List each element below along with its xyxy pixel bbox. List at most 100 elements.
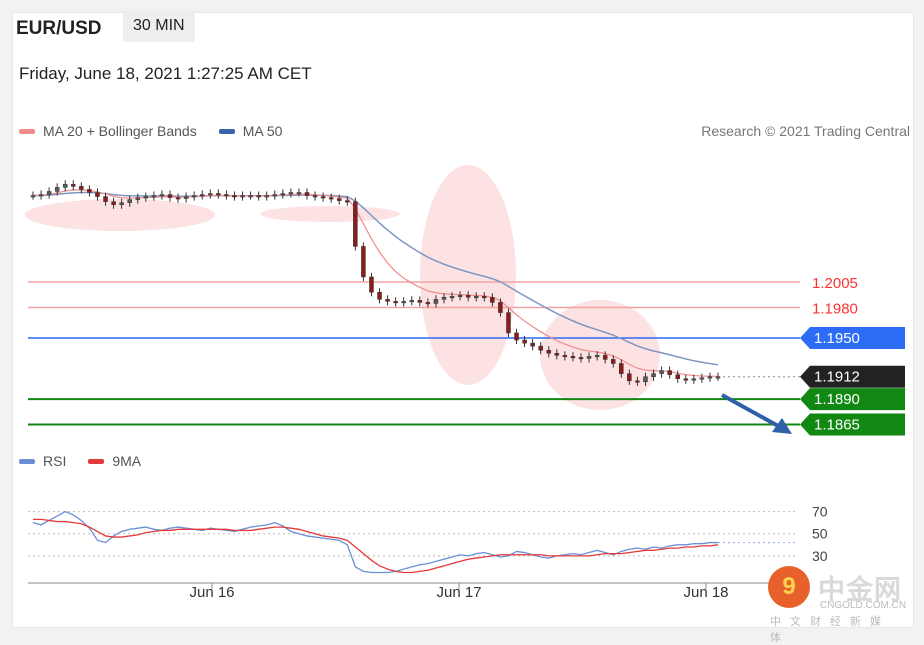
candle-body-61 xyxy=(522,339,527,344)
candle-body-15 xyxy=(151,195,157,198)
ma50-swatch xyxy=(218,128,235,134)
candle-body-4 xyxy=(62,184,68,188)
candle-body-73 xyxy=(619,363,624,374)
candle-body-48 xyxy=(417,300,423,303)
watermark-url: CNGOLD.COM.CN xyxy=(820,600,907,611)
x-label-jun16: Jun 16 xyxy=(189,584,235,601)
candle-body-14 xyxy=(143,196,149,199)
candle-body-49 xyxy=(425,302,431,305)
candle-body-47 xyxy=(409,300,415,303)
candle-body-82 xyxy=(691,378,697,381)
candle-body-67 xyxy=(570,356,576,359)
level-label-1.1950: 1.1950 xyxy=(814,330,860,347)
candle-body-0 xyxy=(30,195,36,198)
candle-body-7 xyxy=(87,189,92,193)
legend-ma50-label: MA 50 xyxy=(242,123,283,139)
candle-body-5 xyxy=(71,184,76,187)
candle-body-23 xyxy=(216,193,221,196)
candle-body-32 xyxy=(288,192,294,195)
candle-body-38 xyxy=(336,198,342,201)
candle-body-62 xyxy=(530,342,535,347)
candle-body-77 xyxy=(651,373,656,377)
candle-body-12 xyxy=(127,199,132,203)
candle-body-71 xyxy=(602,355,608,360)
candle-body-37 xyxy=(328,197,334,200)
x-label-jun18: Jun 18 xyxy=(683,584,729,601)
candle-body-80 xyxy=(675,374,680,379)
watermark-cn: 中金网 xyxy=(818,575,902,605)
cngold-watermark: 9 中金网 CNGOLD.COM.CN 中文财经新媒体 xyxy=(768,566,908,644)
timeframe-button[interactable]: 30 MIN xyxy=(123,10,195,42)
rsi-swatch xyxy=(19,458,35,464)
bollinger-band-0 xyxy=(25,199,215,231)
candle-body-26 xyxy=(240,195,245,198)
candle-body-45 xyxy=(393,301,398,304)
rsi-level-label-70: 70 xyxy=(812,504,828,520)
candle-body-16 xyxy=(159,194,165,197)
x-label-jun17: Jun 17 xyxy=(436,584,482,601)
candle-body-1 xyxy=(38,194,44,197)
candle-body-33 xyxy=(296,192,302,195)
watermark-sub: 中文财经新媒体 xyxy=(770,616,890,644)
candle-body-31 xyxy=(280,193,286,196)
symbol-title: EUR/USD xyxy=(16,18,102,39)
support-tag-1.1890 xyxy=(800,388,905,411)
support-label-1.1890: 1.1890 xyxy=(814,391,860,408)
candle-body-41 xyxy=(361,246,366,278)
candle-body-52 xyxy=(449,296,455,299)
candle-body-69 xyxy=(586,356,592,359)
candle-body-57 xyxy=(490,297,495,303)
candle-body-83 xyxy=(699,377,705,380)
candle-body-70 xyxy=(594,355,600,358)
candle-body-9 xyxy=(103,196,108,202)
candle-body-60 xyxy=(514,332,519,341)
candle-body-10 xyxy=(111,201,116,205)
candle-body-65 xyxy=(554,353,560,356)
current-price-tag xyxy=(800,365,905,388)
rsi-series-RSI xyxy=(32,510,718,574)
candle-body-24 xyxy=(224,194,229,197)
legend-ma20-label: MA 20 + Bollinger Bands xyxy=(43,123,197,139)
bollinger-band-3 xyxy=(260,206,400,222)
forecast-arrow-head xyxy=(772,418,792,434)
candle-body-75 xyxy=(635,380,640,383)
forecast-arrow-shaft xyxy=(721,393,781,429)
candle-body-50 xyxy=(433,299,439,304)
candle-body-21 xyxy=(199,194,205,197)
legend-9ma-label: 9MA xyxy=(112,453,142,469)
candle-body-34 xyxy=(304,192,310,196)
candle-body-84 xyxy=(707,376,713,379)
ma20-swatch xyxy=(19,128,35,134)
candle-body-66 xyxy=(562,355,568,358)
current-price-label: 1.1912 xyxy=(814,369,860,386)
support-label-1.1865: 1.1865 xyxy=(814,417,860,434)
candle-body-2 xyxy=(46,191,52,195)
candle-body-36 xyxy=(320,196,326,199)
ma50-line xyxy=(32,191,719,366)
candle-body-43 xyxy=(377,291,382,300)
candle-body-13 xyxy=(135,197,141,200)
rsi-level-label-50: 50 xyxy=(812,526,828,542)
bollinger-band-2 xyxy=(540,300,660,410)
candle-body-68 xyxy=(578,357,584,360)
candle-body-72 xyxy=(610,359,616,364)
candle-body-53 xyxy=(457,295,463,298)
candle-body-20 xyxy=(191,195,197,198)
candle-body-28 xyxy=(256,195,261,198)
rsi-legend: RSI 9MA xyxy=(19,453,163,469)
candle-body-39 xyxy=(345,200,350,203)
candle-body-55 xyxy=(473,296,479,299)
ma9-swatch xyxy=(88,458,105,464)
legend-ma50: MA 50 xyxy=(218,123,283,139)
candle-body-30 xyxy=(272,194,278,197)
bollinger-band-1 xyxy=(420,165,516,385)
legend-rsi-label: RSI xyxy=(43,453,67,469)
candle-body-8 xyxy=(95,192,100,197)
legend-ma20: MA 20 + Bollinger Bands xyxy=(19,123,197,139)
research-credit: Research © 2021 Trading Central xyxy=(701,123,910,139)
candle-body-44 xyxy=(385,299,390,302)
candle-body-27 xyxy=(248,195,253,198)
candle-body-35 xyxy=(312,195,318,198)
candle-body-64 xyxy=(546,350,552,354)
